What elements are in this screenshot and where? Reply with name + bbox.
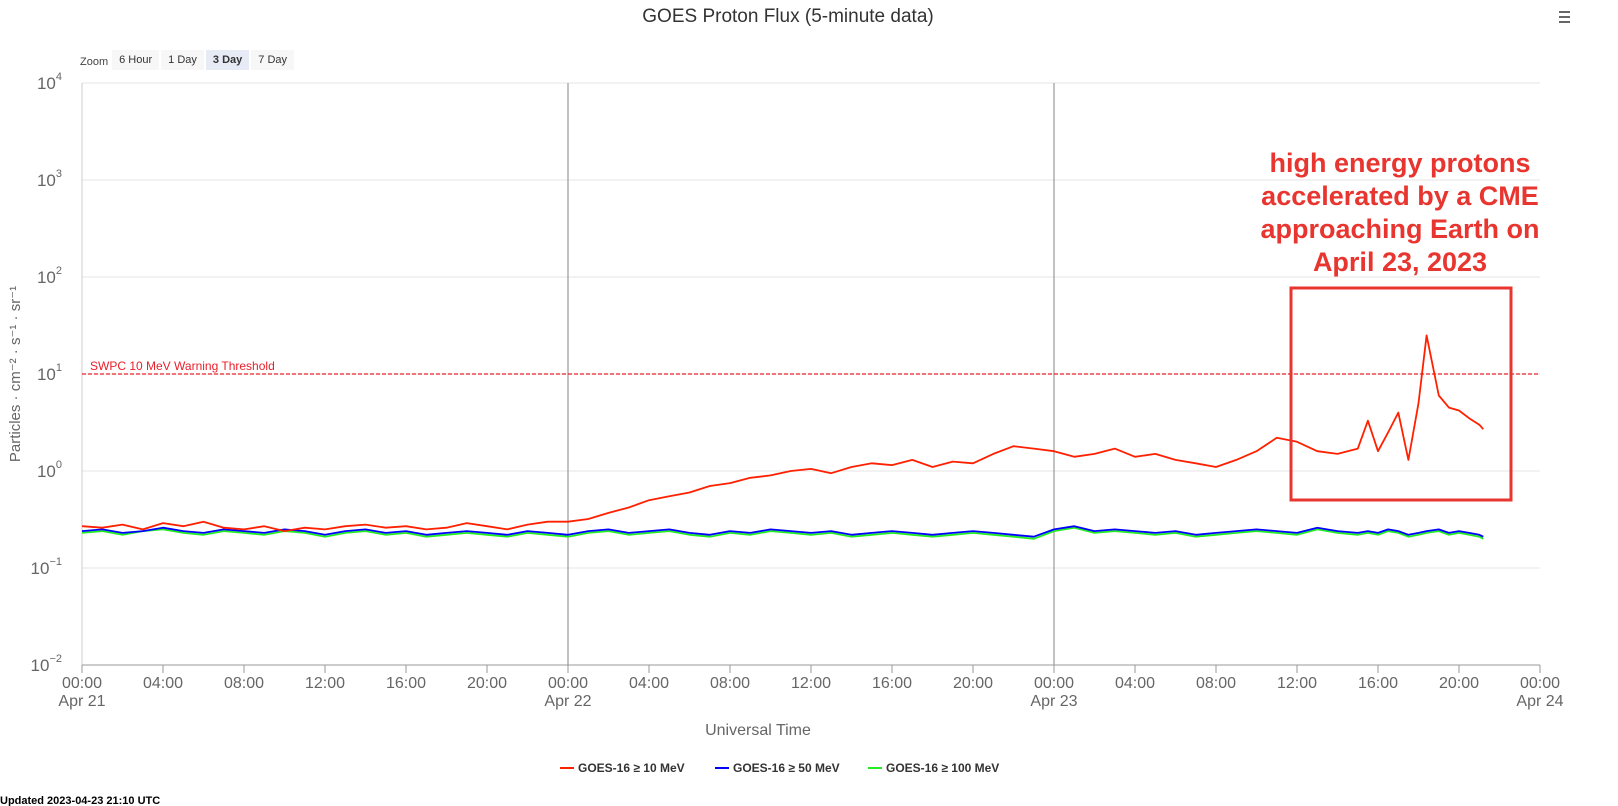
legend-label: GOES-16 ≥ 10 MeV: [578, 761, 685, 775]
x-tick-label: 04:00: [629, 675, 669, 692]
y-tick-exponent: 2: [56, 265, 62, 277]
y-tick-base: 10: [37, 171, 56, 190]
annotation-box: [1289, 286, 1513, 502]
x-tick-label: 20:00: [1439, 675, 1479, 692]
zoom-bar: Zoom 6 Hour 1 Day 3 Day 7 Day: [80, 50, 296, 70]
x-tick-label: 08:00: [710, 675, 750, 692]
zoom-button[interactable]: 3 Day: [205, 50, 250, 70]
annotation-text: April 23, 2023: [1313, 247, 1487, 277]
y-tick-exponent: 3: [56, 168, 62, 180]
x-tick-label: 00:00: [548, 675, 588, 692]
x-day-label: Apr 24: [1516, 693, 1563, 710]
y-tick-label: 103: [37, 168, 62, 190]
y-tick-exponent: −2: [49, 653, 62, 665]
threshold-label: SWPC 10 MeV Warning Threshold: [90, 359, 275, 373]
series-line: [81, 525, 1484, 538]
y-tick-base: 10: [37, 268, 56, 287]
x-tick-label: 12:00: [1277, 675, 1317, 692]
zoom-label: Zoom: [80, 55, 109, 68]
x-axis-title: Universal Time: [705, 722, 811, 739]
series-line: [81, 526, 1484, 540]
x-day-label: Apr 21: [58, 693, 105, 710]
y-tick-base: 10: [31, 559, 50, 578]
x-tick-label: 16:00: [386, 675, 426, 692]
y-tick-label: 104: [37, 71, 62, 93]
y-tick-base: 10: [31, 656, 50, 675]
x-tick-label: 16:00: [872, 675, 912, 692]
x-tick-label: 04:00: [1115, 675, 1155, 692]
y-tick-base: 10: [37, 365, 56, 384]
x-tick-label: 00:00: [62, 675, 102, 692]
updated-note: Updated 2023-04-23 21:10 UTC: [0, 795, 160, 806]
series-line: [81, 334, 1484, 532]
y-tick-base: 10: [37, 462, 56, 481]
legend-label: GOES-16 ≥ 100 MeV: [886, 761, 999, 775]
x-tick-label: 00:00: [1520, 675, 1560, 692]
annotation-text: accelerated by a CME: [1261, 181, 1539, 211]
x-tick-label: 12:00: [305, 675, 345, 692]
zoom-button[interactable]: 6 Hour: [112, 50, 160, 70]
x-tick-label: 20:00: [467, 675, 507, 692]
annotation-text: approaching Earth on: [1260, 214, 1539, 244]
x-tick-label: 16:00: [1358, 675, 1398, 692]
annotation-text: high energy protons: [1269, 148, 1530, 178]
x-tick-label: 08:00: [224, 675, 264, 692]
y-tick-exponent: −1: [49, 556, 62, 568]
legend-label: GOES-16 ≥ 50 MeV: [733, 761, 840, 775]
y-tick-label: 102: [37, 265, 62, 287]
x-tick-label: 12:00: [791, 675, 831, 692]
x-day-label: Apr 22: [544, 693, 591, 710]
x-day-label: Apr 23: [1030, 693, 1077, 710]
y-tick-label: 10−1: [31, 556, 62, 578]
x-tick-label: 20:00: [953, 675, 993, 692]
zoom-button[interactable]: 7 Day: [251, 50, 295, 70]
x-tick-label: 00:00: [1034, 675, 1074, 692]
y-tick-label: 10−2: [31, 653, 62, 675]
chart-title: GOES Proton Flux (5-minute data): [642, 6, 933, 27]
y-axis-title: Particles · cm⁻² · s⁻¹ · sr⁻¹: [7, 286, 24, 462]
y-tick-exponent: 1: [56, 362, 62, 374]
y-tick-base: 10: [37, 74, 56, 93]
zoom-button[interactable]: 1 Day: [161, 50, 204, 70]
y-tick-exponent: 0: [56, 459, 62, 471]
menu-icon[interactable]: [1559, 11, 1570, 23]
x-tick-label: 04:00: [143, 675, 183, 692]
y-tick-exponent: 4: [56, 71, 62, 83]
y-tick-label: 100: [37, 459, 62, 481]
x-tick-label: 08:00: [1196, 675, 1236, 692]
y-tick-label: 101: [37, 362, 62, 384]
